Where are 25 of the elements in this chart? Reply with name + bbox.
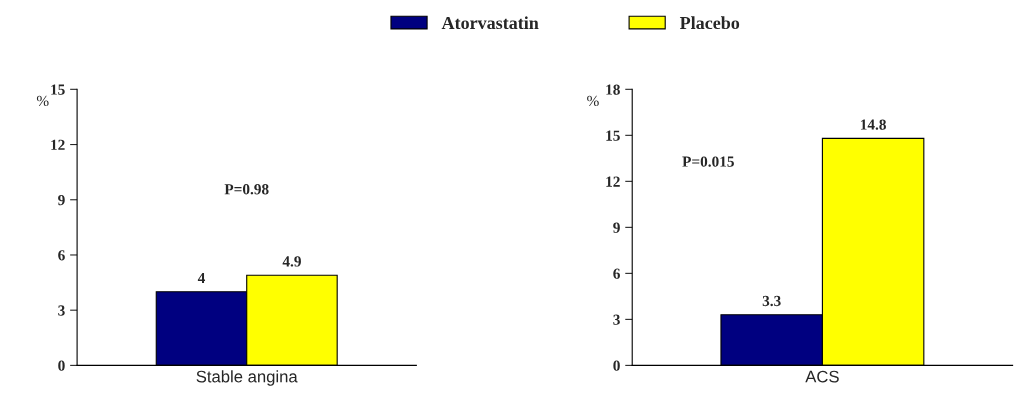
y-tick-label: 15 — [51, 84, 65, 95]
data-label: 3.3 — [762, 295, 781, 307]
x-tick-label: Stable angina — [196, 370, 298, 386]
y-tick-label: 3 — [613, 314, 620, 325]
y-axis-title: % — [36, 95, 49, 107]
annotation: P=0.015 — [682, 156, 734, 167]
data-label: 4 — [197, 272, 206, 283]
legend-label: Placebo — [679, 16, 740, 30]
y-tick-label: 12 — [51, 139, 65, 150]
annotation: P=0.98 — [224, 184, 269, 195]
y-tick-label: 12 — [606, 176, 620, 187]
y-tick-label: 9 — [613, 222, 620, 233]
y-tick-label: 0 — [613, 360, 620, 371]
y-tick-label: 15 — [606, 130, 620, 141]
y-tick-label: 6 — [58, 250, 65, 261]
y-tick-label: 0 — [58, 360, 65, 371]
y-tick-label: 3 — [58, 305, 65, 316]
y-tick-label: 6 — [613, 268, 620, 279]
x-tick-label: ACS — [805, 370, 839, 383]
data-label: 4.9 — [282, 256, 301, 267]
data-label: 14.8 — [860, 119, 886, 130]
y-tick-label: 18 — [606, 84, 620, 95]
y-tick-label: 9 — [58, 194, 65, 206]
legend-label: Atorvastatin — [441, 16, 539, 30]
y-axis-title: % — [587, 95, 599, 107]
